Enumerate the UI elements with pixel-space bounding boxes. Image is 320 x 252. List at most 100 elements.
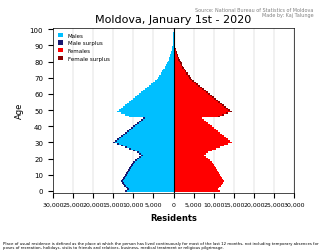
Bar [141, 155, 143, 156]
Bar [159, 76, 173, 78]
Bar [173, 66, 183, 68]
Bar [139, 153, 173, 155]
Bar [196, 84, 198, 86]
Y-axis label: Age: Age [15, 103, 24, 119]
Bar [173, 181, 224, 182]
Bar [170, 57, 173, 58]
Bar [123, 107, 173, 108]
Bar [117, 139, 119, 140]
Bar [173, 53, 177, 55]
Bar [129, 129, 131, 131]
Bar [173, 128, 214, 129]
Bar [141, 119, 173, 121]
Legend: Males, Male surplus, Females, Female surplus: Males, Male surplus, Females, Female sur… [56, 31, 112, 64]
Bar [130, 166, 173, 168]
Bar [176, 53, 177, 55]
Bar [173, 126, 212, 128]
Bar [173, 73, 188, 74]
Bar [173, 63, 181, 65]
Bar [173, 150, 212, 152]
Bar [181, 65, 182, 66]
Bar [113, 142, 173, 144]
Bar [173, 139, 228, 140]
Bar [173, 136, 224, 137]
Bar [173, 189, 218, 190]
Bar [121, 136, 173, 137]
Bar [127, 103, 173, 105]
Bar [127, 189, 129, 190]
Bar [173, 74, 188, 76]
Bar [173, 42, 174, 44]
Bar [129, 148, 173, 150]
Bar [173, 70, 185, 71]
Bar [173, 78, 191, 79]
Bar [125, 147, 173, 148]
Bar [162, 71, 173, 73]
Bar [132, 163, 134, 165]
Bar [176, 52, 177, 53]
Bar [113, 142, 115, 144]
Bar [125, 147, 127, 148]
Bar [156, 79, 173, 81]
Bar [173, 179, 223, 181]
Bar [173, 60, 180, 61]
Bar [161, 74, 173, 76]
Bar [173, 153, 206, 155]
Bar [153, 82, 173, 84]
Bar [125, 132, 173, 134]
Bar [220, 103, 222, 105]
Bar [126, 173, 173, 174]
Bar [121, 145, 123, 147]
Bar [194, 82, 196, 84]
Bar [173, 155, 204, 156]
Bar [173, 100, 218, 102]
Bar [173, 165, 214, 166]
Bar [173, 82, 196, 84]
Bar [173, 113, 228, 115]
Bar [177, 55, 178, 57]
Bar [115, 140, 173, 142]
Bar [117, 111, 173, 113]
Bar [117, 144, 173, 145]
Bar [173, 108, 228, 110]
Bar [173, 65, 182, 66]
Bar [172, 50, 173, 52]
Bar [173, 171, 218, 173]
Bar [173, 156, 206, 158]
Bar [173, 103, 222, 105]
Bar [135, 124, 137, 126]
Bar [156, 81, 173, 82]
Bar [133, 150, 135, 152]
Bar [125, 115, 173, 116]
Bar [173, 177, 222, 179]
Bar [173, 142, 232, 144]
Bar [167, 63, 173, 65]
Bar [135, 160, 137, 161]
Bar [132, 163, 173, 165]
Bar [149, 86, 173, 87]
Bar [139, 94, 173, 95]
Bar [131, 100, 173, 102]
Bar [173, 168, 216, 169]
Bar [216, 100, 218, 102]
Bar [173, 39, 174, 41]
Bar [173, 184, 222, 185]
Bar [204, 90, 206, 92]
Bar [124, 176, 173, 177]
Bar [173, 119, 204, 121]
Bar [173, 105, 224, 107]
Bar [174, 45, 175, 47]
Bar [119, 137, 121, 139]
Bar [139, 121, 173, 123]
Bar [173, 94, 210, 95]
Bar [173, 92, 208, 94]
Bar [173, 61, 181, 63]
Bar [173, 89, 204, 90]
Bar [173, 97, 214, 99]
Bar [173, 147, 220, 148]
Bar [173, 182, 223, 184]
Bar [173, 76, 190, 78]
Bar [184, 70, 185, 71]
Bar [173, 145, 224, 147]
Bar [173, 187, 219, 189]
